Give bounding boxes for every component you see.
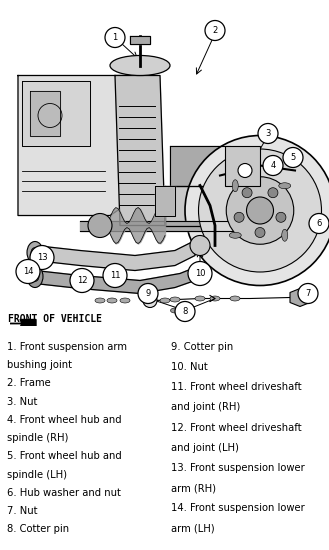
Ellipse shape xyxy=(31,248,39,257)
Circle shape xyxy=(238,163,252,178)
Text: FRONT OF VEHICLE: FRONT OF VEHICLE xyxy=(8,314,102,323)
Circle shape xyxy=(30,245,54,270)
Text: 5: 5 xyxy=(291,153,296,162)
Ellipse shape xyxy=(160,298,170,303)
Circle shape xyxy=(276,212,286,222)
Text: 4. Front wheel hub and: 4. Front wheel hub and xyxy=(7,415,121,425)
Circle shape xyxy=(226,177,294,244)
Circle shape xyxy=(268,188,278,197)
Polygon shape xyxy=(170,146,230,185)
Circle shape xyxy=(88,213,112,238)
Polygon shape xyxy=(115,75,165,226)
Circle shape xyxy=(16,260,40,283)
Text: spindle (RH): spindle (RH) xyxy=(7,433,68,443)
Text: arm (RH): arm (RH) xyxy=(171,483,216,493)
Circle shape xyxy=(188,261,212,285)
Polygon shape xyxy=(30,91,60,135)
Text: 10. Nut: 10. Nut xyxy=(171,362,208,372)
Text: 10: 10 xyxy=(195,269,205,278)
Circle shape xyxy=(190,235,210,256)
Polygon shape xyxy=(155,185,175,216)
Ellipse shape xyxy=(229,232,241,238)
Polygon shape xyxy=(80,221,250,230)
Ellipse shape xyxy=(120,298,130,303)
Circle shape xyxy=(255,228,265,238)
Polygon shape xyxy=(18,75,140,216)
Text: 11. Front wheel driveshaft: 11. Front wheel driveshaft xyxy=(171,382,302,392)
Text: 9: 9 xyxy=(145,289,151,298)
Text: arm (LH): arm (LH) xyxy=(171,524,215,534)
Text: bushing joint: bushing joint xyxy=(7,360,72,370)
Polygon shape xyxy=(35,240,195,271)
Text: 14. Front suspension lower: 14. Front suspension lower xyxy=(171,503,305,513)
Text: 12: 12 xyxy=(77,276,87,285)
Polygon shape xyxy=(35,267,195,294)
Text: 7: 7 xyxy=(305,289,311,298)
Circle shape xyxy=(143,294,157,307)
Ellipse shape xyxy=(170,297,180,302)
Polygon shape xyxy=(130,36,150,43)
Ellipse shape xyxy=(27,266,43,288)
Text: 8. Cotter pin: 8. Cotter pin xyxy=(7,524,69,534)
Text: 12. Front wheel driveshaft: 12. Front wheel driveshaft xyxy=(171,422,302,433)
Polygon shape xyxy=(165,185,250,226)
Circle shape xyxy=(138,283,158,304)
Ellipse shape xyxy=(195,296,205,301)
Ellipse shape xyxy=(31,272,39,282)
Circle shape xyxy=(298,283,318,304)
Text: 13: 13 xyxy=(37,253,47,262)
Circle shape xyxy=(185,135,329,285)
Text: 3. Nut: 3. Nut xyxy=(7,397,37,406)
Polygon shape xyxy=(10,320,36,327)
Polygon shape xyxy=(22,80,90,146)
Circle shape xyxy=(309,213,329,234)
Text: 8: 8 xyxy=(182,307,188,316)
Circle shape xyxy=(258,124,278,144)
Polygon shape xyxy=(225,146,260,185)
Circle shape xyxy=(105,28,125,47)
Ellipse shape xyxy=(95,298,105,303)
Ellipse shape xyxy=(210,296,220,301)
Circle shape xyxy=(283,147,303,168)
Text: 1: 1 xyxy=(113,33,118,42)
Text: and joint (LH): and joint (LH) xyxy=(171,443,239,453)
Text: and joint (RH): and joint (RH) xyxy=(171,403,240,412)
Ellipse shape xyxy=(27,241,43,263)
Ellipse shape xyxy=(186,308,194,313)
Text: 11: 11 xyxy=(110,271,120,280)
Text: 7. Nut: 7. Nut xyxy=(7,506,37,516)
Text: 9. Cotter pin: 9. Cotter pin xyxy=(171,342,233,352)
Ellipse shape xyxy=(110,56,170,75)
Text: 13. Front suspension lower: 13. Front suspension lower xyxy=(171,463,305,473)
Text: 14: 14 xyxy=(23,267,33,276)
Circle shape xyxy=(175,301,195,322)
Text: 1. Front suspension arm: 1. Front suspension arm xyxy=(7,342,127,352)
Circle shape xyxy=(242,188,252,197)
Text: 6: 6 xyxy=(316,219,322,228)
Circle shape xyxy=(234,212,244,222)
Ellipse shape xyxy=(232,180,238,192)
Ellipse shape xyxy=(279,183,291,189)
Ellipse shape xyxy=(170,308,180,313)
Text: spindle (LH): spindle (LH) xyxy=(7,470,66,480)
Circle shape xyxy=(198,149,321,272)
Text: 2. Frame: 2. Frame xyxy=(7,378,50,388)
Ellipse shape xyxy=(282,229,288,241)
Text: 4: 4 xyxy=(270,161,276,170)
Circle shape xyxy=(263,156,283,175)
Circle shape xyxy=(246,197,273,224)
Text: 3: 3 xyxy=(265,129,271,138)
Circle shape xyxy=(70,268,94,293)
Text: 2: 2 xyxy=(213,26,217,35)
Text: 6. Hub washer and nut: 6. Hub washer and nut xyxy=(7,488,120,498)
Polygon shape xyxy=(290,289,310,306)
Ellipse shape xyxy=(230,296,240,301)
Circle shape xyxy=(205,20,225,41)
Ellipse shape xyxy=(107,298,117,303)
Circle shape xyxy=(103,263,127,288)
Text: 5. Front wheel hub and: 5. Front wheel hub and xyxy=(7,452,121,461)
